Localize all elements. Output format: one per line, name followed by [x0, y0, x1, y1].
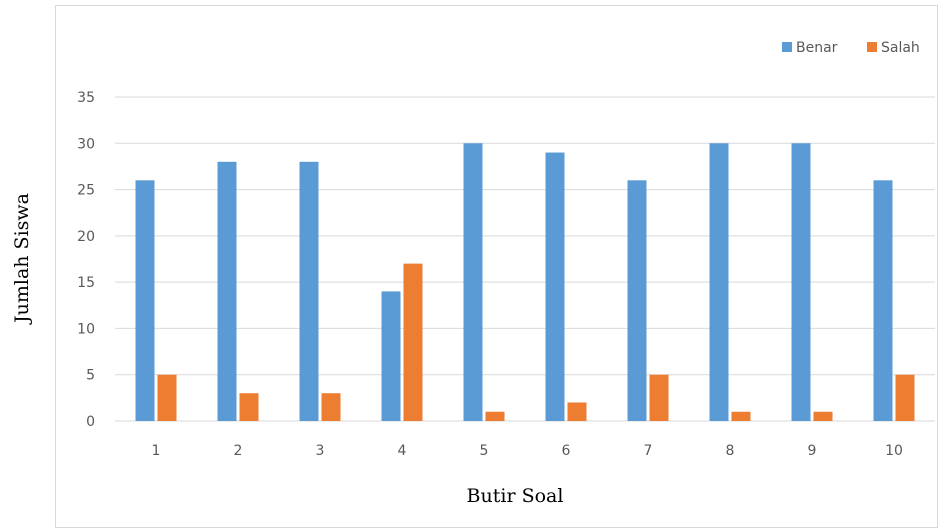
bar-salah-3 [321, 393, 341, 421]
bar-benar-8 [709, 143, 729, 422]
x-tick-label: 8 [726, 443, 735, 459]
chart-border [55, 5, 938, 528]
bar-salah-1 [157, 374, 177, 421]
y-tick-label: 5 [86, 368, 95, 384]
y-tick-label: 35 [77, 90, 95, 106]
x-tick-label: 1 [152, 443, 161, 459]
bar-benar-10 [873, 180, 893, 421]
x-tick-labels: 1 2 3 4 5 6 7 8 9 10 [152, 443, 903, 459]
bar-benar-2 [217, 161, 237, 422]
x-tick-label: 9 [808, 443, 817, 459]
x-tick-label: 5 [480, 443, 489, 459]
bar-benar-6 [545, 152, 565, 422]
bar-salah-7 [649, 374, 669, 421]
bar-salah-4 [403, 263, 423, 421]
y-tick-labels: 0 5 10 15 20 25 30 35 [77, 90, 95, 430]
x-tick-label: 10 [885, 443, 903, 459]
legend-swatch-benar [782, 42, 792, 52]
bar-salah-9 [813, 411, 833, 421]
legend-swatch-salah [867, 42, 877, 52]
bar-benar-5 [463, 143, 483, 422]
y-tick-label: 10 [77, 321, 95, 337]
x-tick-label: 4 [398, 443, 407, 459]
legend-label-salah: Salah [881, 40, 920, 56]
bar-benar-7 [627, 180, 647, 421]
y-tick-label: 25 [77, 183, 95, 199]
bar-salah-5 [485, 411, 505, 421]
legend: Benar Salah [782, 40, 920, 56]
bars [135, 143, 915, 422]
bar-salah-2 [239, 393, 259, 421]
y-axis-title: Jumlah Siswa [11, 193, 33, 325]
y-tick-label: 30 [77, 136, 95, 152]
bar-benar-4 [381, 291, 401, 421]
x-tick-label: 2 [234, 443, 243, 459]
bar-salah-6 [567, 402, 587, 421]
bar-benar-3 [299, 161, 319, 422]
bar-benar-1 [135, 180, 155, 421]
bar-salah-8 [731, 411, 751, 421]
x-axis-title: Butir Soal [467, 485, 564, 507]
bar-salah-10 [895, 374, 915, 421]
legend-label-benar: Benar [796, 40, 838, 56]
y-tick-label: 0 [86, 414, 95, 430]
x-tick-label: 6 [562, 443, 571, 459]
bar-benar-9 [791, 143, 811, 422]
y-tick-label: 15 [77, 275, 95, 291]
x-tick-label: 3 [316, 443, 325, 459]
x-tick-label: 7 [644, 443, 653, 459]
y-tick-label: 20 [77, 229, 95, 245]
